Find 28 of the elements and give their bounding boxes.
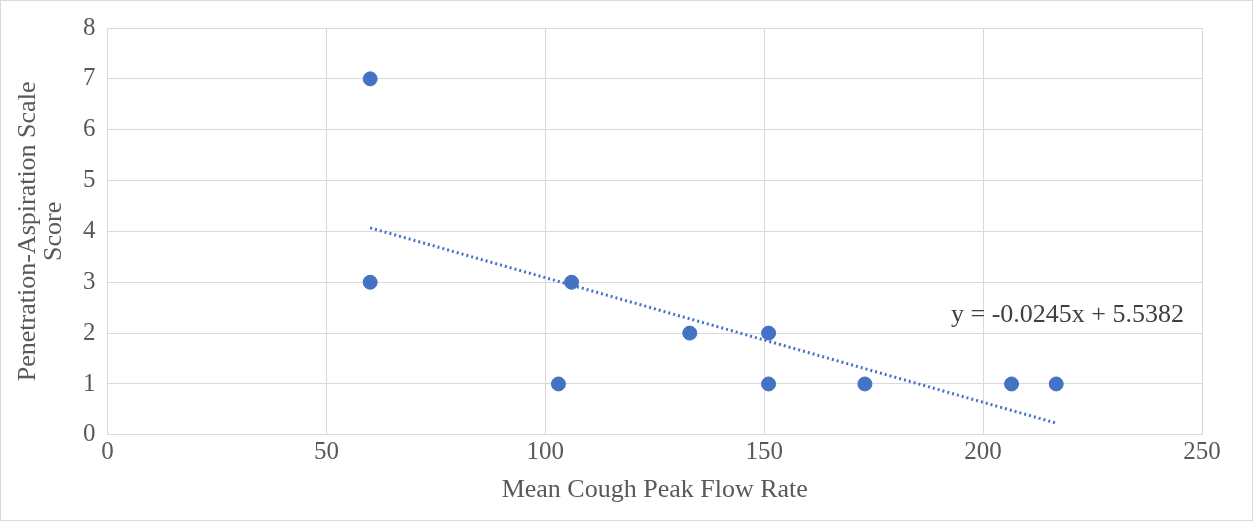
y-tick-label: 4 xyxy=(83,215,96,243)
x-tick-label: 0 xyxy=(101,437,114,465)
y-tick-label: 8 xyxy=(83,12,96,40)
y-tick-label: 3 xyxy=(83,266,96,294)
x-tick-label: 100 xyxy=(526,437,565,465)
point xyxy=(550,376,566,392)
point xyxy=(1048,376,1064,392)
x-tick-label: 200 xyxy=(964,437,1002,465)
y-axis-title: Penetration-Aspiration Scale Score xyxy=(11,81,67,382)
y-tick-label: 2 xyxy=(83,317,96,345)
y-tick-label: 1 xyxy=(83,368,96,396)
point xyxy=(1004,376,1020,392)
point xyxy=(564,274,580,290)
point xyxy=(857,376,873,392)
y-tick-label: 0 xyxy=(83,419,96,447)
point xyxy=(761,325,777,341)
annotation: y = -0.0245x + 5.5382 xyxy=(951,298,1184,328)
point xyxy=(362,71,378,87)
x-tick-label: 250 xyxy=(1183,437,1221,465)
y-tick-label: 6 xyxy=(83,114,96,142)
point xyxy=(761,376,777,392)
x-tick-label: 150 xyxy=(745,437,783,465)
point xyxy=(362,274,378,290)
x-tick-label: 50 xyxy=(313,437,339,465)
x-axis-title: Mean Cough Peak Flow Rate xyxy=(501,474,808,504)
y-tick-label: 7 xyxy=(83,63,96,91)
point xyxy=(682,325,698,341)
y-tick-label: 5 xyxy=(83,165,96,193)
